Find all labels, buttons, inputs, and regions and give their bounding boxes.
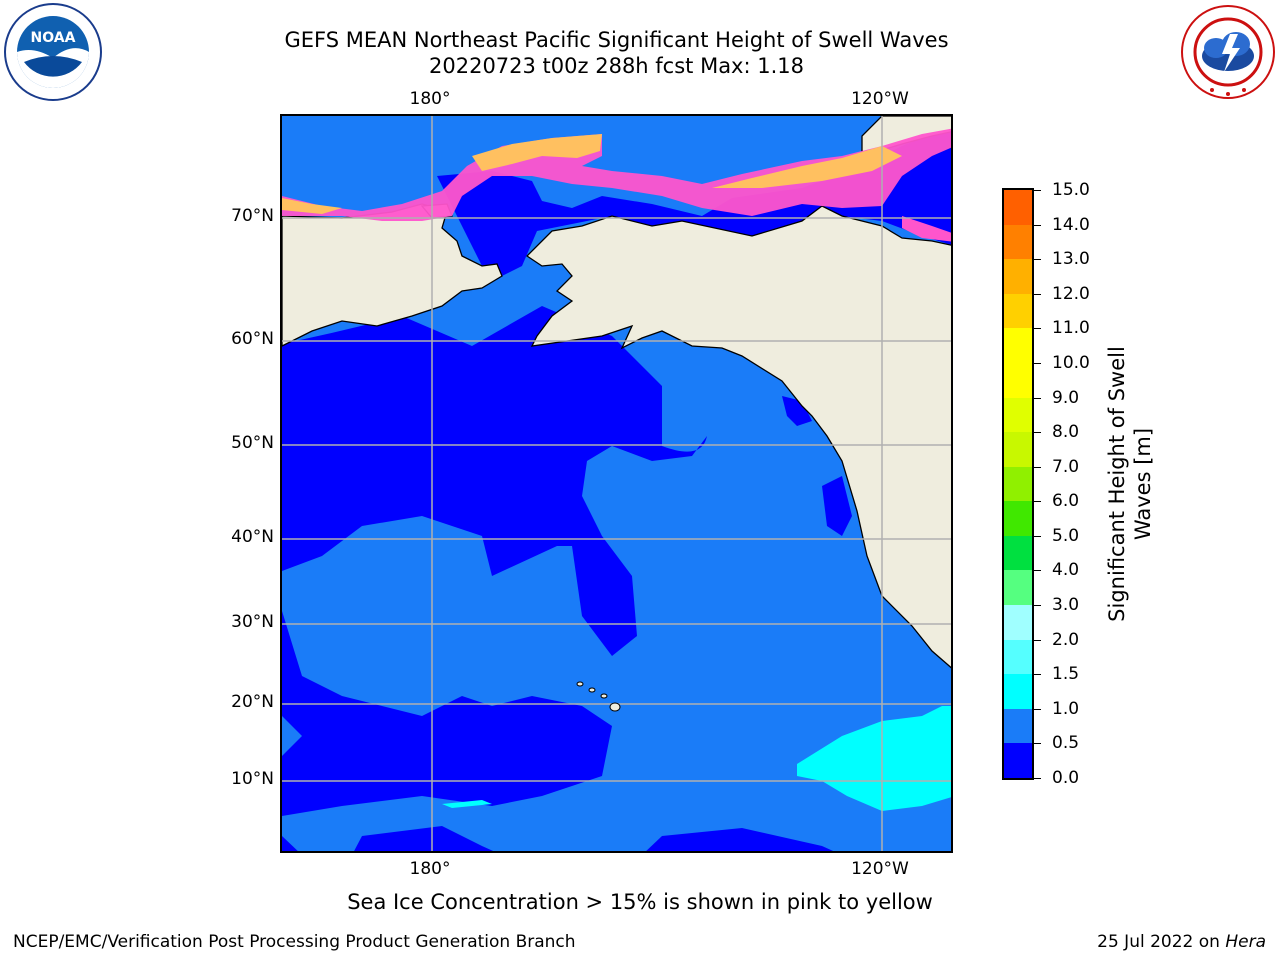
colorbar-tick (1034, 190, 1041, 191)
chart-title: GEFS MEAN Northeast Pacific Significant … (284, 28, 949, 52)
footer-host: Hera (1225, 932, 1266, 952)
lat-label-60n: 60°N (231, 329, 274, 349)
colorbar-segment (1004, 258, 1032, 294)
colorbar-segment (1004, 500, 1032, 536)
hawaii-islands (576, 681, 621, 712)
map-panel (280, 114, 953, 853)
lat-label-50n: 50°N (231, 433, 274, 453)
colorbar-label: 6.0 (1052, 491, 1080, 512)
lat-label-40n: 40°N (231, 527, 274, 547)
colorbar-segment (1004, 639, 1032, 675)
colorbar-label: 12.0 (1052, 283, 1090, 304)
sea-ice (282, 128, 951, 242)
lon-label-top-180: 180° (409, 89, 451, 109)
footer-date-text: 25 Jul 2022 on (1097, 932, 1226, 952)
colorbar-tick (1034, 535, 1041, 537)
colorbar-tick (1034, 362, 1041, 364)
colorbar-label: 15.0 (1052, 180, 1090, 200)
colorbar-label: 7.0 (1052, 456, 1080, 477)
colorbar-label: 4.0 (1052, 560, 1080, 581)
sea-ice-caption: Sea Ice Concentration > 15% is shown in … (347, 890, 933, 914)
colorbar-segment (1004, 604, 1032, 640)
colorbar-label: 1.5 (1052, 664, 1080, 685)
colorbar-segment (1004, 327, 1032, 363)
colorbar-label: 5.0 (1052, 525, 1080, 546)
colorbar-segment (1004, 742, 1032, 778)
colorbar-tick (1034, 743, 1041, 745)
lon-label-top-120w: 120°W (851, 89, 909, 109)
colorbar-tick (1034, 778, 1041, 779)
colorbar-tick (1034, 674, 1041, 676)
colorbar-tick (1034, 224, 1041, 226)
colorbar-tick (1034, 328, 1041, 330)
lat-label-30n: 30°N (231, 612, 274, 632)
lat-label-20n: 20°N (231, 692, 274, 712)
colorbar-label: 3.0 (1052, 595, 1080, 616)
colorbar-tick (1034, 397, 1041, 399)
colorbar-segment (1004, 431, 1032, 467)
colorbar-segment (1004, 293, 1032, 329)
colorbar-segment (1004, 708, 1032, 744)
swell-0-0.5-regions (282, 127, 951, 851)
colorbar-segment (1004, 673, 1032, 709)
colorbar-tick (1034, 570, 1041, 572)
colorbar-segment (1004, 569, 1032, 606)
lon-label-bottom-180: 180° (409, 859, 451, 879)
colorbar-segment (1004, 362, 1032, 398)
colorbar-label: 14.0 (1052, 214, 1090, 235)
footer-credit: NCEP/EMC/Verification Post Processing Pr… (13, 932, 576, 952)
colorbar-label: 0.0 (1052, 768, 1080, 788)
colorbar-tick (1034, 293, 1041, 295)
swell-1.0-1.5-region (442, 706, 951, 811)
colorbar-tick (1034, 605, 1041, 607)
colorbar (1002, 188, 1034, 780)
chart-subtitle: 20220723 t00z 288h fcst Max: 1.18 (429, 54, 804, 78)
colorbar-label: 9.0 (1052, 387, 1080, 408)
noaa-logo: NOAA (2, 2, 104, 102)
footer-date: 25 Jul 2022 on Hera (1097, 932, 1266, 952)
colorbar-segment (1004, 466, 1032, 502)
colorbar-tick (1034, 259, 1041, 261)
colorbar-label: 0.5 (1052, 733, 1080, 754)
noaa-logo-text: NOAA (31, 30, 76, 46)
colorbar-label: 13.0 (1052, 249, 1090, 270)
colorbar-label: 8.0 (1052, 422, 1080, 443)
lon-label-bottom-120w: 120°W (851, 859, 909, 879)
colorbar-tick (1034, 466, 1041, 468)
lat-label-10n: 10°N (231, 769, 274, 789)
colorbar-title-line1: Significant Height of Swell (1105, 346, 1129, 622)
colorbar-title-line2: Waves [m] (1131, 427, 1155, 541)
colorbar-segment (1004, 190, 1032, 225)
colorbar-tick (1034, 708, 1041, 710)
colorbar-label: 1.0 (1052, 698, 1080, 719)
colorbar-segment (1004, 224, 1032, 260)
colorbar-label: 11.0 (1052, 318, 1090, 339)
colorbar-tick (1034, 639, 1041, 641)
colorbar-segment (1004, 535, 1032, 571)
colorbar-segment (1004, 397, 1032, 433)
colorbar-label: 10.0 (1052, 352, 1090, 373)
colorbar-tick (1034, 501, 1041, 503)
colorbar-title: Significant Height of Swell Waves [m] (1104, 274, 1156, 694)
colorbar-label: 2.0 (1052, 629, 1080, 650)
lat-label-70n: 70°N (231, 206, 274, 226)
colorbar-tick (1034, 432, 1041, 434)
nws-logo (1178, 4, 1278, 100)
